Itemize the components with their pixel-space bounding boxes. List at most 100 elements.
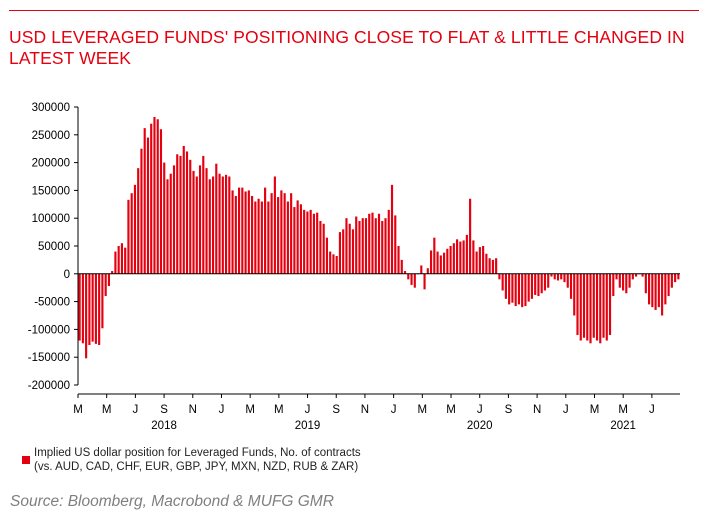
bar	[553, 273, 556, 280]
bar	[244, 191, 247, 274]
bar	[511, 273, 514, 303]
x-tick-label: S	[332, 404, 340, 416]
bar	[208, 179, 211, 274]
bar	[98, 273, 101, 345]
bar	[602, 273, 605, 338]
bar	[612, 273, 615, 297]
bar	[384, 218, 387, 274]
bar	[654, 273, 657, 310]
bar	[456, 239, 459, 274]
bar	[104, 273, 107, 297]
bar	[407, 273, 410, 280]
y-tick-label: 300000	[32, 102, 70, 114]
x-tick-label: M	[73, 404, 83, 416]
bar	[534, 273, 537, 295]
bar	[153, 117, 156, 274]
bar	[306, 211, 309, 274]
bar	[618, 273, 621, 288]
bar	[390, 184, 394, 274]
bar	[517, 273, 520, 305]
year-label: 2021	[610, 420, 636, 432]
bar	[273, 176, 276, 274]
y-tick-label: 50000	[38, 241, 70, 253]
bar	[241, 187, 244, 274]
legend-text: Implied US dollar position for Leveraged…	[34, 446, 361, 474]
bar	[488, 258, 491, 274]
bar	[361, 218, 364, 274]
bar	[586, 273, 589, 341]
bar	[443, 252, 446, 274]
bar	[566, 273, 569, 288]
bar	[420, 265, 423, 274]
bar	[589, 273, 592, 344]
bar	[648, 273, 651, 305]
bar	[117, 246, 120, 274]
bar	[403, 271, 407, 274]
year-label: 2018	[151, 420, 177, 432]
bar	[303, 209, 306, 274]
source-note: Source: Bloomberg, Macrobond & MUFG GMR	[10, 493, 334, 510]
bar	[628, 273, 631, 288]
bar	[508, 273, 511, 305]
bar	[267, 201, 270, 274]
y-tick-label: -100000	[28, 324, 70, 336]
bar	[595, 273, 599, 341]
bar	[677, 273, 680, 280]
bar	[491, 259, 494, 274]
x-tick-label: N	[361, 404, 369, 416]
bar	[462, 240, 465, 274]
bar	[400, 259, 403, 274]
bar	[143, 128, 146, 274]
bar	[351, 229, 355, 274]
bar	[254, 201, 257, 274]
bar	[547, 273, 550, 288]
bar	[312, 213, 315, 274]
bar	[316, 212, 319, 274]
bar	[215, 163, 218, 274]
bar	[449, 246, 452, 274]
bar	[101, 273, 104, 329]
bar	[192, 170, 195, 274]
bar	[280, 190, 283, 274]
bar	[631, 273, 634, 280]
bar	[91, 273, 94, 342]
bar	[599, 273, 602, 344]
bar	[247, 190, 250, 274]
x-tick-label: J	[305, 404, 311, 416]
bar	[283, 193, 286, 274]
bar	[277, 197, 280, 274]
x-tick-label: J	[219, 404, 225, 416]
bar	[325, 237, 329, 274]
bar	[290, 193, 293, 274]
bar	[198, 165, 202, 274]
chart-title: USD LEVERAGED FUNDS' POSITIONING CLOSE T…	[9, 27, 685, 68]
bar	[410, 273, 413, 285]
bar	[482, 246, 485, 274]
bar	[127, 199, 130, 274]
bar	[537, 273, 540, 297]
bar	[657, 273, 660, 308]
bar	[475, 251, 478, 274]
x-tick-label: N	[533, 404, 541, 416]
bar	[120, 243, 124, 274]
bar	[195, 176, 198, 274]
bar	[436, 251, 439, 274]
bar	[459, 241, 462, 274]
bar	[299, 204, 302, 274]
bar	[485, 253, 488, 274]
bar	[514, 273, 517, 307]
bar	[524, 273, 527, 307]
bar	[345, 218, 348, 274]
bar	[124, 247, 127, 274]
y-tick-label: -50000	[34, 297, 70, 309]
x-tick-label: J	[133, 404, 139, 416]
bar	[166, 179, 169, 274]
bar	[426, 268, 429, 274]
y-tick-label: 0	[64, 269, 70, 281]
bar	[234, 195, 237, 274]
bar	[251, 195, 254, 274]
bar	[224, 174, 228, 274]
bar	[163, 162, 166, 274]
bar	[573, 273, 576, 316]
top-rule	[9, 10, 699, 11]
